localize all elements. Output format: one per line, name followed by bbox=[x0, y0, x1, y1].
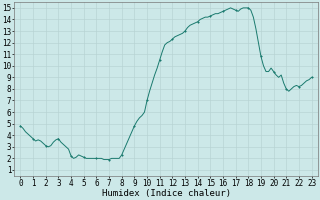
X-axis label: Humidex (Indice chaleur): Humidex (Indice chaleur) bbox=[101, 189, 230, 198]
